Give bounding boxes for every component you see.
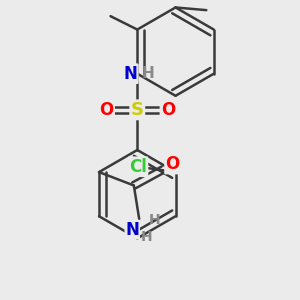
Text: S: S <box>131 101 144 119</box>
Text: N: N <box>125 220 139 238</box>
Text: Cl: Cl <box>129 158 147 176</box>
Text: O: O <box>161 101 175 119</box>
Text: O: O <box>166 155 180 173</box>
Text: O: O <box>99 101 114 119</box>
Text: H: H <box>148 213 160 227</box>
Text: H: H <box>141 66 154 81</box>
Text: N: N <box>123 65 137 83</box>
Text: H: H <box>140 230 152 244</box>
